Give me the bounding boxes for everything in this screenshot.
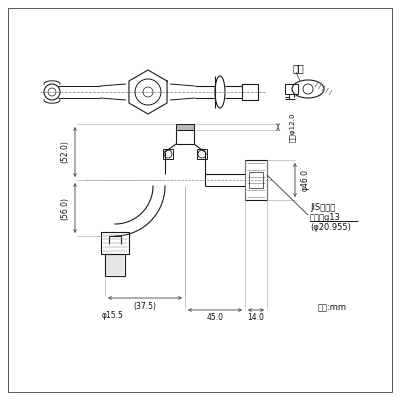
Bar xyxy=(249,172,263,188)
Text: 単位:mm: 単位:mm xyxy=(318,304,347,312)
Text: JIS給水栓: JIS給水栓 xyxy=(310,204,335,212)
Text: 内径φ12.0: 内径φ12.0 xyxy=(289,112,295,142)
Bar xyxy=(105,254,125,276)
Text: φ46.0: φ46.0 xyxy=(300,169,310,191)
Bar xyxy=(197,149,207,159)
Text: (37.5): (37.5) xyxy=(134,302,156,310)
Bar xyxy=(285,84,298,94)
Text: (φ20.955): (φ20.955) xyxy=(310,224,351,232)
Bar xyxy=(101,232,129,254)
Text: 14.0: 14.0 xyxy=(248,314,264,322)
Text: 45.0: 45.0 xyxy=(206,314,224,322)
Text: 取付ねց13: 取付ねց13 xyxy=(310,212,341,222)
Text: φ15.5: φ15.5 xyxy=(102,312,124,320)
Text: (52.0): (52.0) xyxy=(60,140,70,164)
Bar xyxy=(245,160,267,200)
Text: (56.0): (56.0) xyxy=(60,196,70,220)
Bar xyxy=(242,84,258,100)
Bar xyxy=(163,149,173,159)
Text: かぎ: かぎ xyxy=(293,63,305,73)
Bar xyxy=(176,124,194,130)
Bar xyxy=(176,124,194,130)
